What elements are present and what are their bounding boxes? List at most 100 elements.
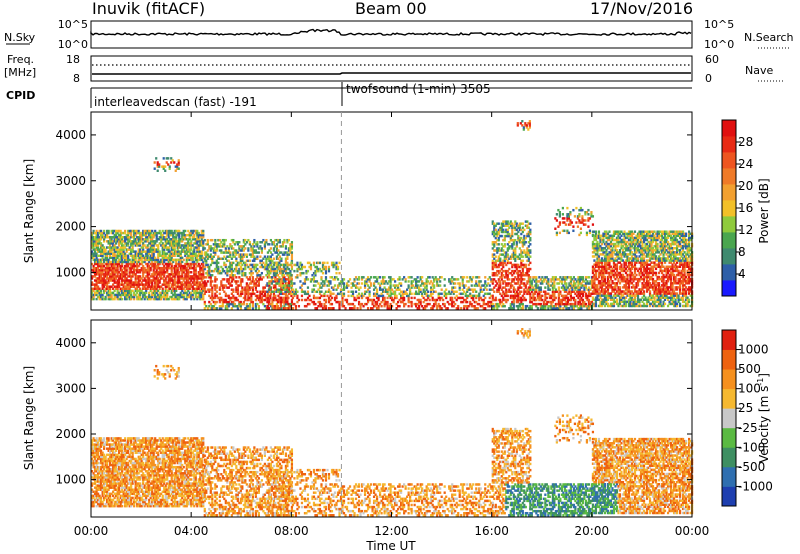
- power-cell: [100, 260, 103, 264]
- power-cell: [199, 275, 202, 278]
- power-cell: [97, 295, 100, 299]
- power-cell: [515, 271, 518, 275]
- power-cell: [256, 267, 259, 271]
- power-cell: [161, 235, 164, 239]
- power-cell: [175, 293, 178, 297]
- power-cell: [247, 288, 250, 291]
- power-cell: [245, 276, 248, 279]
- power-cell: [565, 278, 568, 281]
- power-cell: [196, 256, 199, 260]
- power-cell: [145, 231, 148, 235]
- power-cell: [230, 238, 233, 242]
- power-cell: [262, 290, 265, 293]
- power-cell: [591, 230, 595, 233]
- power-cell: [173, 279, 176, 282]
- power-cell: [134, 244, 137, 247]
- power-cell: [178, 231, 181, 235]
- power-cell: [181, 266, 184, 270]
- power-cell: [521, 238, 524, 242]
- power-cell: [131, 260, 134, 264]
- power-cell: [294, 263, 298, 267]
- power-cell: [137, 297, 140, 301]
- power-cell: [341, 300, 344, 304]
- power-cell: [187, 281, 190, 284]
- power-cell: [182, 258, 185, 262]
- power-cell: [167, 254, 170, 258]
- power-cell: [547, 304, 550, 308]
- power-cell: [512, 302, 515, 306]
- power-cell: [146, 295, 149, 299]
- power-cell: [152, 291, 155, 295]
- power-cell: [155, 279, 158, 282]
- power-cell: [308, 265, 311, 269]
- power-cell: [152, 250, 155, 253]
- power-cell: [227, 304, 230, 308]
- power-cell: [395, 302, 398, 306]
- power-cell: [329, 294, 332, 298]
- power-cell: [300, 267, 304, 271]
- power-cell: [497, 247, 500, 250]
- power-cell: [97, 240, 100, 243]
- power-cell: [170, 268, 173, 272]
- power-cell: [163, 254, 166, 258]
- power-cell: [300, 288, 304, 291]
- power-cell: [386, 292, 389, 296]
- power-cell: [208, 300, 211, 304]
- power-cell: [139, 295, 142, 299]
- power-cell: [509, 282, 512, 285]
- power-cell: [116, 229, 119, 233]
- power-cell: [164, 256, 167, 260]
- power-cell: [583, 300, 586, 304]
- power-cell: [580, 276, 583, 279]
- power-cell: [254, 298, 257, 302]
- power-cell: [499, 259, 502, 263]
- cpid-segment-1: interleavedscan (fast) -191: [94, 95, 257, 109]
- power-cell: [191, 287, 194, 291]
- power-cell: [156, 161, 159, 164]
- power-cell: [154, 248, 157, 251]
- power-cell: [218, 238, 221, 242]
- power-cell: [109, 252, 112, 255]
- power-cell: [517, 255, 520, 258]
- power-cell: [197, 273, 200, 276]
- power-cell: [196, 233, 199, 237]
- power-cell: [320, 276, 323, 279]
- power-cell: [415, 278, 418, 281]
- power-cell: [273, 307, 277, 310]
- power-cell: [497, 304, 500, 308]
- power-cell: [478, 294, 481, 298]
- power-cell: [284, 294, 288, 298]
- power-cell: [103, 285, 106, 288]
- power-cell: [137, 293, 140, 297]
- power-cell: [128, 273, 131, 276]
- power-cell: [512, 257, 515, 260]
- power-cell: [499, 282, 502, 285]
- power-cell: [259, 274, 262, 277]
- power-cell: [160, 293, 163, 297]
- power-cell: [500, 224, 503, 227]
- power-cell: [200, 287, 203, 291]
- power-cell: [245, 302, 248, 306]
- power-cell: [413, 302, 416, 306]
- noise-left-tick-bottom: 10^0: [58, 38, 88, 51]
- power-cell: [589, 280, 592, 283]
- power-cell: [179, 277, 182, 280]
- power-cell: [368, 298, 371, 302]
- power-cell: [470, 284, 473, 287]
- power-cell: [203, 265, 206, 269]
- power-cell: [374, 294, 377, 298]
- power-cell: [136, 287, 139, 291]
- power-cell: [266, 243, 269, 246]
- power-cell: [475, 294, 478, 298]
- power-cell: [169, 281, 172, 284]
- power-cell: [581, 290, 585, 293]
- power-cell: [530, 300, 533, 304]
- power-cell: [526, 271, 529, 275]
- power-cell: [172, 235, 175, 239]
- power-cell: [394, 280, 397, 283]
- power-cell: [374, 304, 377, 308]
- power-cell: [215, 300, 218, 304]
- power-cell: [91, 244, 94, 247]
- power-cell: [245, 304, 248, 308]
- power-cell: [151, 262, 154, 266]
